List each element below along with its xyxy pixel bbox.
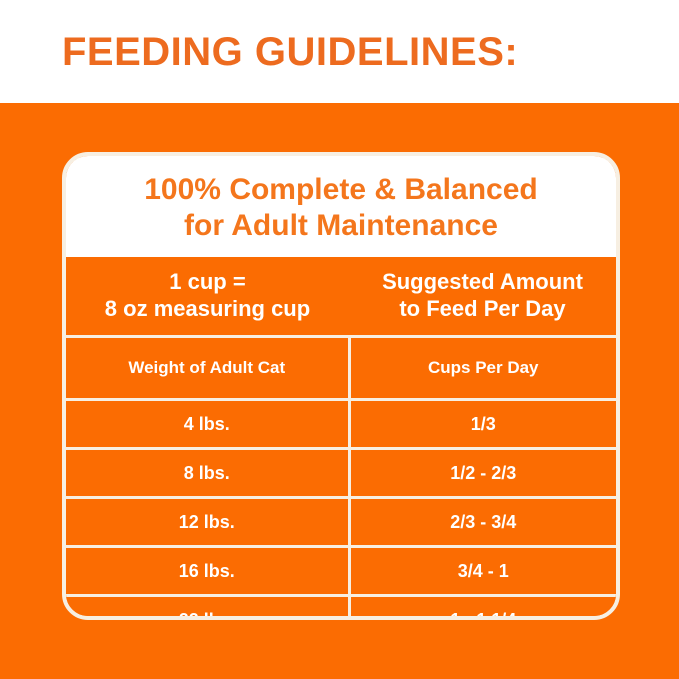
cell-weight: 12 lbs. (66, 496, 349, 547)
cell-cups: 2/3 - 3/4 (347, 496, 616, 547)
header-cup-definition-line-2: 8 oz measuring cup (104, 296, 311, 321)
page-title: FEEDING GUIDELINES: (62, 29, 519, 74)
card-header: 100% Complete & Balanced for Adult Maint… (66, 156, 616, 257)
table-row: 16 lbs. 3/4 - 1 (66, 545, 616, 596)
table-row: 22 lbs. 1 - 1 1/4 (66, 594, 616, 616)
feeding-guidelines-card: 100% Complete & Balanced for Adult Maint… (62, 152, 620, 620)
card-title-line-2: for Adult Maintenance (184, 208, 498, 242)
cell-cups: 1/3 (347, 398, 616, 449)
header-cup-definition-line-1: 1 cup = (169, 269, 246, 295)
table-row: 4 lbs. 1/3 (66, 398, 616, 449)
cell-cups: 1/2 - 2/3 (347, 447, 616, 498)
cell-cups: 3/4 - 1 (347, 545, 616, 596)
page-banner: FEEDING GUIDELINES: (0, 0, 679, 103)
cell-weight: 22 lbs. (66, 594, 349, 616)
cell-weight: 16 lbs. (66, 545, 349, 596)
feeding-table: 1 cup = 8 oz measuring cup Suggested Amo… (66, 257, 616, 616)
table-row: 8 lbs. 1/2 - 2/3 (66, 447, 616, 498)
cell-weight: 4 lbs. (66, 398, 349, 449)
cell-cups: 1 - 1 1/4 (347, 594, 616, 616)
cell-weight: 8 lbs. (66, 447, 349, 498)
header-cup-definition: 1 cup = 8 oz measuring cup (66, 257, 349, 337)
feeding-table-body: 1 cup = 8 oz measuring cup Suggested Amo… (66, 257, 616, 616)
table-row: 12 lbs. 2/3 - 3/4 (66, 496, 616, 547)
table-header-primary-row: 1 cup = 8 oz measuring cup Suggested Amo… (66, 257, 616, 337)
column-header-weight: Weight of Adult Cat (66, 335, 349, 400)
header-suggested-amount-line-2: to Feed Per Day (399, 296, 566, 321)
header-suggested-amount-line-1: Suggested Amount (382, 269, 583, 295)
header-suggested-amount: Suggested Amount to Feed Per Day (349, 257, 616, 337)
table-column-header-row: Weight of Adult Cat Cups Per Day (66, 335, 616, 400)
card-title-line-1: 100% Complete & Balanced (144, 173, 538, 207)
column-header-cups: Cups Per Day (347, 335, 616, 400)
